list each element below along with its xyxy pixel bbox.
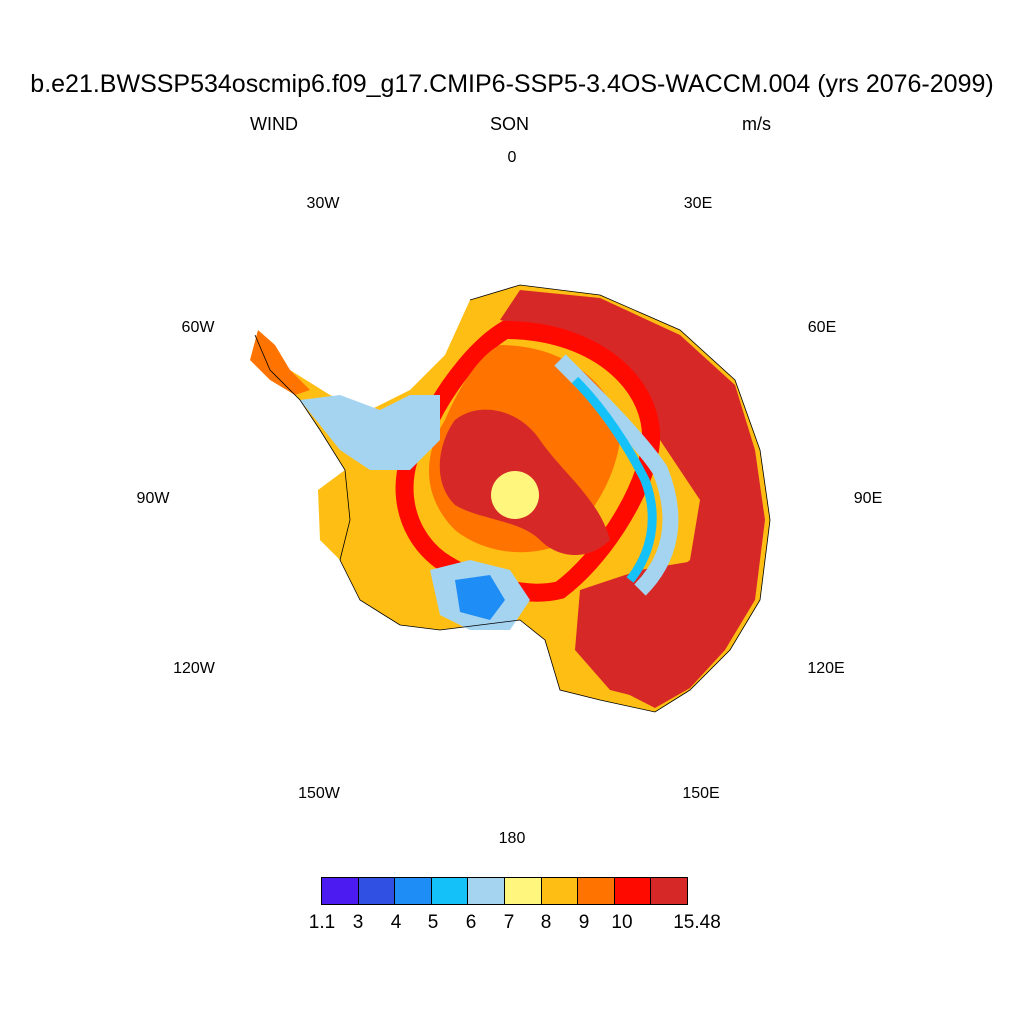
center-string: SON bbox=[490, 114, 530, 134]
lon-label-120w: 120W bbox=[173, 660, 215, 677]
lon-label-0: 0 bbox=[507, 149, 517, 166]
colorbar-label: 6 bbox=[465, 912, 477, 933]
plot-title: b.e21.BWSSP534oscmip6.f09_g17.CMIP6-SSP5… bbox=[30, 70, 994, 98]
wind-field bbox=[250, 285, 770, 712]
wind-region-cyan bbox=[571, 376, 657, 583]
coastline bbox=[254, 284, 771, 713]
colorbar-swatch-0 bbox=[321, 877, 359, 905]
lon-label-90e: 90E bbox=[853, 490, 883, 507]
colorbar-swatch-2 bbox=[394, 877, 432, 905]
colorbar-label: 4 bbox=[390, 912, 402, 933]
colorbar-swatch-8 bbox=[613, 877, 652, 905]
lon-label-60w: 60W bbox=[181, 319, 215, 336]
lon-label-120e: 120E bbox=[807, 660, 845, 677]
wind-region-ross bbox=[575, 560, 720, 700]
colorbar-swatch-6 bbox=[540, 877, 579, 905]
colorbar-label: 10 bbox=[611, 912, 633, 933]
colorbar-swatch-7 bbox=[577, 877, 615, 905]
colorbar-swatch-5 bbox=[503, 877, 542, 905]
colorbar-label: 9 bbox=[578, 912, 590, 933]
lon-label-150w: 150W bbox=[298, 785, 340, 802]
lon-label-30e: 30E bbox=[683, 195, 713, 212]
left-string: WIND bbox=[250, 114, 298, 134]
lon-label-60e: 60E bbox=[807, 319, 837, 336]
units-string: m/s bbox=[742, 114, 771, 134]
lon-label-150e: 150E bbox=[682, 785, 720, 802]
wind-region-peninsula bbox=[250, 330, 310, 395]
colorbar-swatch-9 bbox=[650, 877, 688, 905]
wind-region-ross-blue bbox=[455, 575, 505, 620]
colorbar-label: 7 bbox=[503, 912, 515, 933]
lon-label-180: 180 bbox=[498, 830, 526, 847]
colorbar-label: 1.1 bbox=[308, 912, 336, 933]
wind-region-pole bbox=[491, 471, 539, 519]
wind-region-west-lightblue bbox=[300, 395, 440, 470]
lon-label-90w: 90W bbox=[136, 490, 170, 507]
colorbar-swatch-1 bbox=[357, 877, 396, 905]
colorbar-swatch-3 bbox=[430, 877, 469, 905]
colorbar-label: 8 bbox=[540, 912, 552, 933]
colorbar-label: 5 bbox=[427, 912, 439, 933]
colorbar bbox=[321, 877, 688, 905]
lon-label-30w: 30W bbox=[306, 195, 340, 212]
colorbar-swatch-4 bbox=[467, 877, 505, 905]
colorbar-label: 15.48 bbox=[673, 912, 721, 933]
colorbar-label: 3 bbox=[352, 912, 364, 933]
